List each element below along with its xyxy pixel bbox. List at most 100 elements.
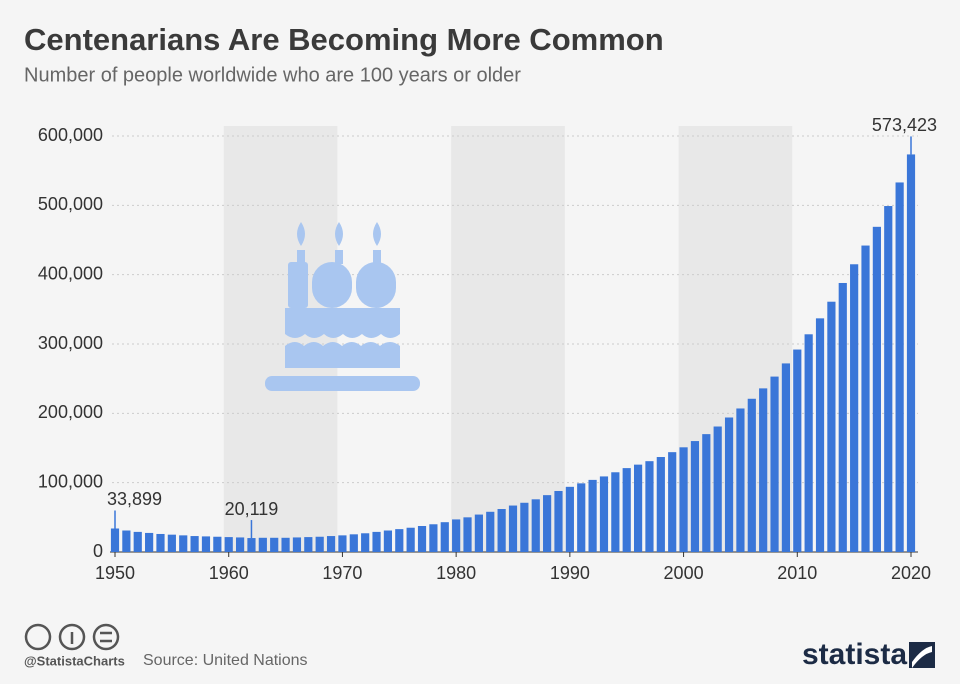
- bar: [452, 519, 461, 552]
- bar: [179, 535, 188, 552]
- bar: [520, 502, 529, 552]
- bar: [747, 398, 756, 552]
- bar: [486, 511, 495, 552]
- bar: [304, 537, 313, 552]
- x-tick-label: 2010: [777, 563, 817, 583]
- footer-handle: @StatistaCharts: [24, 653, 125, 668]
- bar: [235, 537, 245, 552]
- bar: [838, 282, 847, 552]
- bar: [145, 532, 154, 552]
- data-label: 573,423: [872, 115, 937, 135]
- background-band: [223, 126, 338, 552]
- bar: [713, 426, 722, 552]
- bar: [554, 490, 563, 552]
- bar: [315, 536, 324, 552]
- bar: [463, 517, 472, 552]
- bar: [759, 388, 768, 552]
- bar: [167, 534, 176, 552]
- bar: [702, 434, 711, 552]
- bar: [815, 318, 825, 552]
- x-tick-label: 2020: [891, 563, 931, 583]
- data-label: 20,119: [225, 499, 279, 519]
- chart-subtitle: Number of people worldwide who are 100 y…: [24, 64, 521, 86]
- bar: [781, 363, 791, 552]
- license-icons: [24, 623, 120, 651]
- bar: [622, 468, 631, 552]
- bar: [110, 528, 120, 552]
- x-tick-label: 1990: [550, 563, 590, 583]
- bar: [793, 349, 802, 552]
- background-band: [451, 126, 565, 552]
- bar: [861, 245, 870, 552]
- bar: [770, 376, 779, 552]
- bar: [338, 535, 347, 552]
- bar: [599, 476, 609, 552]
- bar: [872, 226, 881, 552]
- bar: [474, 514, 483, 552]
- data-label: 33,899: [107, 489, 162, 509]
- bar: [361, 533, 370, 552]
- bar: [497, 509, 506, 552]
- bar: [417, 526, 427, 552]
- bar: [656, 457, 665, 552]
- brand-logo: statista: [802, 638, 907, 671]
- bar: [270, 537, 279, 552]
- bar: [804, 334, 813, 552]
- bar: [645, 461, 654, 552]
- brand-mark-swoosh: [912, 646, 932, 668]
- bar: [850, 264, 859, 552]
- bar: [724, 417, 734, 552]
- bar: [611, 472, 620, 552]
- cake-icon: [265, 222, 420, 391]
- bar: [156, 533, 165, 552]
- chart-title: Centenarians Are Becoming More Common: [24, 22, 664, 57]
- bar: [133, 531, 142, 552]
- x-tick-label: 1960: [209, 563, 249, 583]
- bar: [190, 536, 199, 552]
- y-tick-label: 100,000: [38, 471, 103, 491]
- x-tick-label: 1970: [322, 563, 362, 583]
- bar: [565, 486, 574, 552]
- y-tick-label: 500,000: [38, 194, 103, 214]
- bar: [633, 464, 643, 552]
- bar: [349, 534, 358, 552]
- bar: [326, 536, 336, 552]
- y-tick-label: 200,000: [38, 402, 103, 422]
- y-tick-label: 400,000: [38, 263, 103, 283]
- x-tick-label: 2000: [664, 563, 704, 583]
- bar: [406, 527, 415, 552]
- bar: [508, 505, 518, 552]
- bar: [201, 536, 211, 552]
- y-tick-label: 600,000: [38, 125, 103, 145]
- bar: [372, 531, 381, 552]
- bar: [395, 529, 404, 552]
- bar: [213, 536, 222, 552]
- bar: [281, 537, 290, 552]
- bar: [440, 522, 449, 552]
- y-tick-label: 300,000: [38, 333, 103, 353]
- bar: [258, 537, 267, 552]
- bar: [895, 182, 904, 552]
- bar: [690, 441, 700, 552]
- bar: [429, 524, 438, 552]
- bar: [736, 408, 745, 552]
- bar: [224, 537, 233, 552]
- x-tick-label: 1950: [95, 563, 135, 583]
- bar: [588, 479, 597, 552]
- bar: [122, 530, 131, 552]
- bar: [531, 499, 540, 552]
- footer-source: Source: United Nations: [143, 652, 308, 669]
- bar: [543, 495, 552, 552]
- bar: [577, 483, 586, 552]
- bar: [906, 154, 916, 552]
- bar: [679, 447, 688, 552]
- x-tick-label: 1980: [436, 563, 476, 583]
- bar: [383, 530, 393, 552]
- bar: [292, 537, 302, 552]
- bar: [884, 206, 893, 552]
- y-tick-label: 0: [93, 541, 103, 561]
- bar: [247, 538, 256, 552]
- bar: [827, 301, 836, 552]
- bar: [668, 452, 677, 552]
